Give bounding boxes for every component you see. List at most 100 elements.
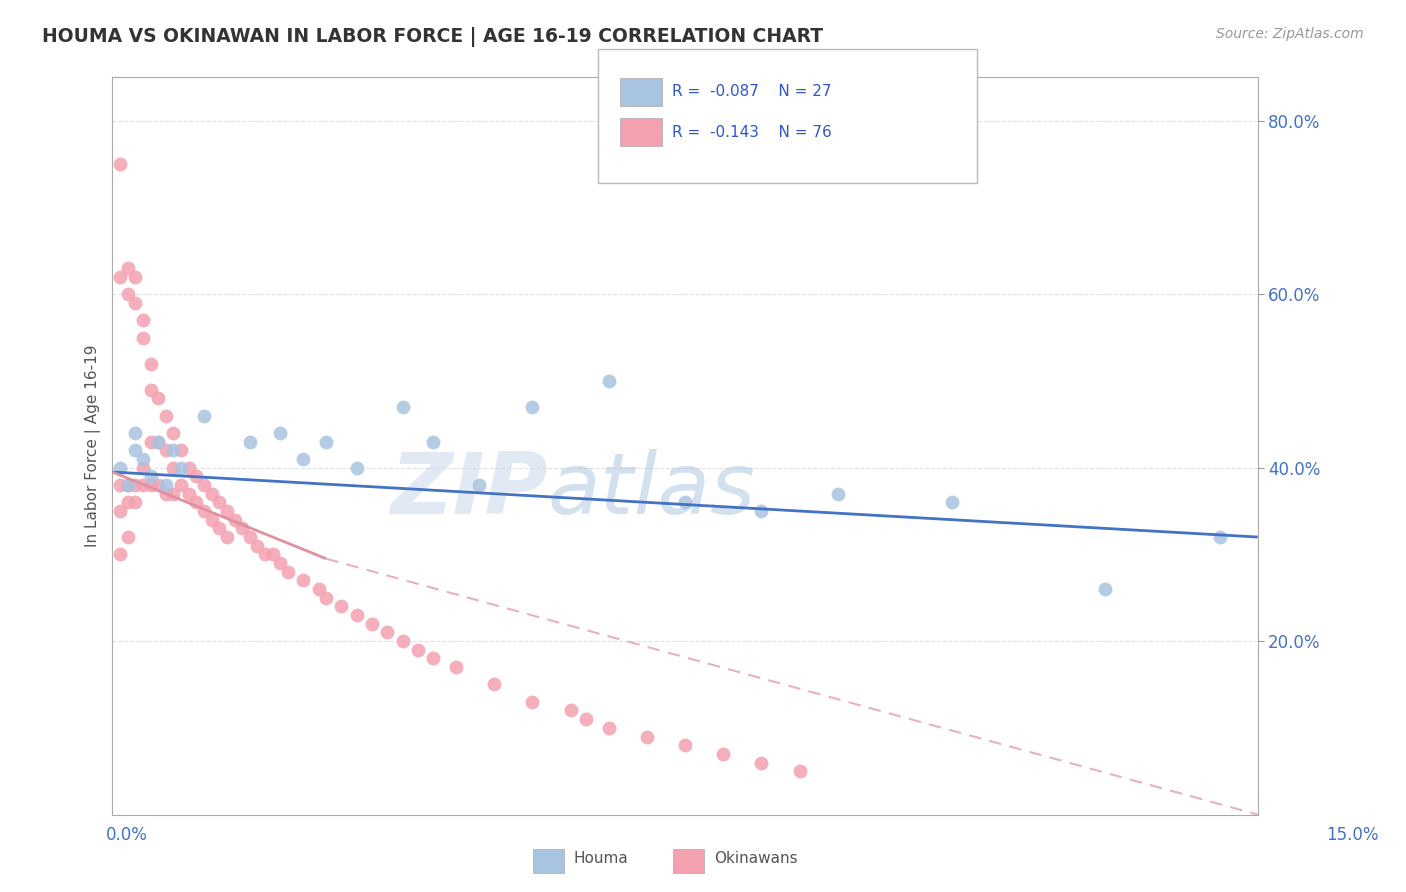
Point — [201, 486, 224, 500]
Point — [162, 425, 184, 440]
Point — [208, 521, 231, 535]
Point — [124, 269, 146, 284]
Point — [673, 495, 696, 509]
Point — [155, 478, 177, 492]
Text: atlas: atlas — [548, 449, 755, 532]
Point — [751, 504, 773, 518]
Point — [177, 460, 200, 475]
Point — [162, 486, 184, 500]
Point — [155, 486, 177, 500]
Point — [246, 539, 269, 553]
Point — [208, 495, 231, 509]
Point — [170, 460, 193, 475]
Point — [254, 548, 277, 562]
Point — [361, 616, 384, 631]
Point — [124, 296, 146, 310]
Point — [124, 495, 146, 509]
Text: R =  -0.087    N = 27: R = -0.087 N = 27 — [672, 85, 831, 99]
Point — [941, 495, 963, 509]
Point — [186, 469, 208, 483]
Point — [186, 495, 208, 509]
Point — [482, 677, 505, 691]
Point — [108, 269, 131, 284]
Point — [422, 651, 444, 665]
Point — [522, 695, 544, 709]
Point — [139, 357, 162, 371]
Point — [132, 478, 155, 492]
Text: Houma: Houma — [574, 851, 628, 865]
Point — [215, 504, 238, 518]
Point — [117, 478, 139, 492]
Point — [148, 434, 170, 449]
Point — [224, 513, 246, 527]
Point — [308, 582, 330, 596]
Point — [789, 764, 811, 779]
Point — [560, 704, 582, 718]
Point — [148, 392, 170, 406]
Point — [162, 443, 184, 458]
Point — [108, 478, 131, 492]
Point — [193, 478, 215, 492]
Point — [636, 730, 658, 744]
Point — [124, 425, 146, 440]
Text: 0.0%: 0.0% — [105, 826, 148, 844]
Point — [575, 712, 598, 726]
Point — [215, 530, 238, 544]
Point — [170, 443, 193, 458]
Point — [315, 591, 337, 605]
Point — [346, 460, 368, 475]
Point — [391, 634, 413, 648]
Point — [117, 530, 139, 544]
Point — [269, 425, 291, 440]
Point — [108, 548, 131, 562]
Point — [277, 565, 299, 579]
Text: Source: ZipAtlas.com: Source: ZipAtlas.com — [1216, 27, 1364, 41]
Point — [239, 530, 262, 544]
Point — [108, 157, 131, 171]
Point — [269, 556, 291, 570]
Point — [1094, 582, 1116, 596]
Point — [598, 721, 620, 735]
Point — [444, 660, 467, 674]
Point — [406, 642, 429, 657]
Point — [124, 478, 146, 492]
Point — [315, 434, 337, 449]
Point — [139, 478, 162, 492]
Point — [239, 434, 262, 449]
Point — [155, 409, 177, 423]
Text: 15.0%: 15.0% — [1326, 826, 1379, 844]
Text: HOUMA VS OKINAWAN IN LABOR FORCE | AGE 16-19 CORRELATION CHART: HOUMA VS OKINAWAN IN LABOR FORCE | AGE 1… — [42, 27, 824, 46]
Point — [422, 434, 444, 449]
Point — [170, 478, 193, 492]
Point — [330, 599, 353, 614]
Point — [108, 460, 131, 475]
Point — [132, 460, 155, 475]
Point — [132, 330, 155, 344]
Text: ZIP: ZIP — [389, 449, 548, 532]
Point — [177, 486, 200, 500]
Point — [193, 504, 215, 518]
Point — [148, 434, 170, 449]
Point — [132, 313, 155, 327]
Point — [375, 625, 398, 640]
Y-axis label: In Labor Force | Age 16-19: In Labor Force | Age 16-19 — [86, 344, 101, 548]
Point — [193, 409, 215, 423]
Point — [468, 478, 491, 492]
Point — [231, 521, 253, 535]
Point — [598, 374, 620, 388]
Point — [139, 469, 162, 483]
Point — [711, 747, 734, 761]
Point — [148, 478, 170, 492]
Point — [827, 486, 849, 500]
Point — [155, 443, 177, 458]
Point — [346, 608, 368, 623]
Text: R =  -0.143    N = 76: R = -0.143 N = 76 — [672, 125, 832, 139]
Point — [139, 434, 162, 449]
Point — [673, 738, 696, 752]
Point — [132, 452, 155, 467]
Point — [1208, 530, 1230, 544]
Point — [751, 756, 773, 770]
Point — [162, 460, 184, 475]
Point — [201, 513, 224, 527]
Point — [124, 443, 146, 458]
